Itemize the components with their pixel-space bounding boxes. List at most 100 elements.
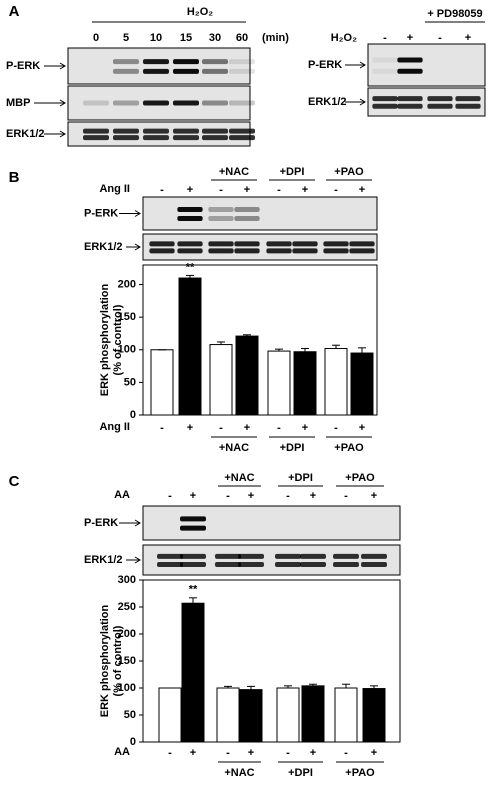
sign-label: + <box>244 422 250 434</box>
band <box>177 215 203 221</box>
band <box>149 241 175 247</box>
inhibitor-label: + PD98059 <box>427 8 482 20</box>
band <box>113 128 139 134</box>
panel-label: C <box>9 473 20 490</box>
bar <box>350 352 374 416</box>
band <box>208 215 234 221</box>
band <box>234 207 260 213</box>
arrow-head <box>359 61 366 69</box>
band <box>143 68 169 74</box>
y-tick-label: 150 <box>118 655 136 667</box>
y-tick-label: 50 <box>124 709 136 721</box>
sign-label: + <box>310 490 316 502</box>
blot-label: P-ERK <box>6 60 40 72</box>
band <box>113 68 139 74</box>
sign-label: - <box>344 747 348 759</box>
blot <box>142 505 401 541</box>
time-label: 0 <box>93 32 99 44</box>
band <box>113 135 139 141</box>
band <box>202 68 228 74</box>
band <box>427 103 453 109</box>
bar <box>276 687 300 743</box>
band <box>300 553 326 559</box>
blot <box>367 43 486 87</box>
blot <box>142 233 378 261</box>
sign-label: - <box>168 747 172 759</box>
bar <box>362 688 386 743</box>
blot-label: P-ERK <box>84 207 118 219</box>
sign-label: - <box>438 32 442 44</box>
band <box>372 68 398 74</box>
time-label: 10 <box>150 32 162 44</box>
band <box>397 103 423 109</box>
y-axis-label-line: ERK phosphorylation <box>99 605 111 718</box>
arrow-head <box>359 98 366 106</box>
group-label: +DPI <box>288 472 313 484</box>
band <box>113 100 139 106</box>
band <box>229 59 255 65</box>
band <box>349 241 375 247</box>
band <box>83 135 109 141</box>
unit-label: (min) <box>262 32 289 44</box>
sign-label: + <box>302 422 308 434</box>
blot <box>67 47 251 85</box>
sign-label: + <box>359 184 365 196</box>
arrow-head <box>134 243 141 251</box>
treatment-label: H₂O₂ <box>187 6 213 18</box>
y-tick-label: 150 <box>118 311 136 323</box>
bar <box>267 350 291 416</box>
band <box>397 96 423 102</box>
band <box>361 562 387 567</box>
band <box>208 207 234 213</box>
band <box>333 562 359 567</box>
sign-label: + <box>407 32 413 44</box>
y-tick-label: 100 <box>118 344 136 356</box>
band <box>173 128 199 134</box>
band <box>333 553 359 559</box>
time-label: 30 <box>209 32 221 44</box>
panel-label: A <box>9 3 20 20</box>
group-label: +PAO <box>345 767 375 779</box>
blot-label: ERK1/2 <box>84 554 123 566</box>
sign-label: - <box>334 422 338 434</box>
blot-label: ERK1/2 <box>6 128 45 140</box>
blot-label: ERK1/2 <box>84 241 123 253</box>
band <box>397 68 423 74</box>
significance-label: ** <box>186 261 195 273</box>
bar <box>216 687 240 743</box>
blot-label: ERK1/2 <box>308 96 347 108</box>
treatment-label: AA <box>114 489 130 501</box>
blot-label: MBP <box>6 97 30 109</box>
group-label: +DPI <box>280 166 305 178</box>
arrow-head <box>59 130 66 138</box>
band <box>372 57 398 63</box>
arrow-head <box>59 99 66 107</box>
group-label: +PAO <box>334 166 364 178</box>
sign-label: - <box>277 184 281 196</box>
band <box>372 96 398 102</box>
blot <box>142 196 378 231</box>
treatment-label: Ang II <box>99 183 130 195</box>
sign-label: + <box>310 747 316 759</box>
time-label: 15 <box>180 32 192 44</box>
group-label: +NAC <box>219 442 249 454</box>
band <box>323 248 349 254</box>
sign-label: - <box>160 184 164 196</box>
y-axis-label-line: ERK phosphorylation <box>99 284 111 397</box>
group-label: +NAC <box>219 166 249 178</box>
band <box>300 562 326 567</box>
band <box>238 553 264 559</box>
band <box>455 96 481 102</box>
bar <box>324 347 348 416</box>
y-tick-label: 200 <box>118 628 136 640</box>
band <box>361 553 387 559</box>
y-tick-label: 200 <box>118 278 136 290</box>
band <box>202 128 228 134</box>
sign-label: + <box>190 490 196 502</box>
band <box>157 553 183 559</box>
y-axis-label-line: (% of control) <box>112 625 124 696</box>
sign-label: - <box>219 422 223 434</box>
sign-label: - <box>286 747 290 759</box>
band <box>215 562 241 567</box>
band <box>349 248 375 254</box>
